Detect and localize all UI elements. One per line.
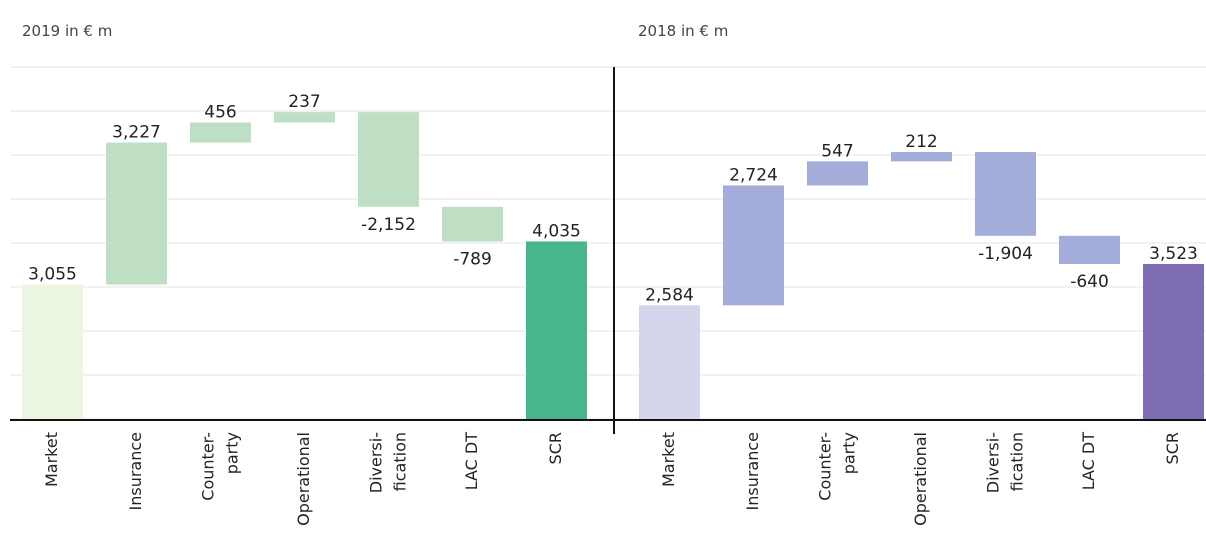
bar	[723, 185, 784, 306]
bar	[526, 241, 587, 419]
value-label: 2,584	[645, 285, 694, 305]
x-tick-label: Insurance	[126, 432, 145, 511]
bar	[358, 112, 419, 207]
bar	[1143, 263, 1204, 419]
bar	[22, 284, 83, 419]
x-tick-label: LAC DT	[1079, 432, 1098, 491]
x-tick-label: Diversi-fication	[366, 432, 409, 493]
bar	[442, 206, 503, 242]
value-label: 237	[288, 92, 320, 112]
value-label: 547	[821, 141, 853, 161]
value-label: 4,035	[532, 221, 581, 241]
bar	[891, 152, 952, 162]
value-label: 3,055	[28, 265, 77, 285]
x-tick-label: Counter-party	[198, 432, 241, 501]
x-tick-label: Operational	[911, 432, 930, 526]
x-tick-label: Diversi-fication	[983, 432, 1026, 493]
x-tick-label: LAC DT	[462, 432, 481, 491]
x-tick-label: SCR	[1163, 432, 1182, 464]
value-label: 2,724	[729, 165, 778, 185]
bar	[807, 161, 868, 186]
x-tick-label: SCR	[546, 432, 565, 464]
value-label: 3,227	[112, 123, 161, 143]
x-tick-label: Market	[659, 432, 678, 487]
value-label: 3,523	[1149, 244, 1198, 264]
value-label: -789	[453, 250, 492, 270]
value-label: -640	[1070, 272, 1109, 292]
bar	[639, 305, 700, 419]
bar	[190, 122, 251, 143]
chart-title: 2019 in € m	[22, 22, 112, 40]
value-label: -2,152	[361, 215, 416, 235]
bar	[975, 152, 1036, 236]
chart-title: 2018 in € m	[638, 22, 728, 40]
bar	[1059, 235, 1120, 264]
x-tick-label: Insurance	[743, 432, 762, 511]
value-label: 212	[905, 132, 937, 152]
bar	[274, 112, 335, 123]
x-tick-label: Market	[42, 432, 61, 487]
x-tick-label: Counter-party	[815, 432, 858, 501]
bar	[106, 142, 167, 285]
value-label: 456	[204, 103, 236, 123]
x-tick-label: Operational	[294, 432, 313, 526]
value-label: -1,904	[978, 244, 1033, 264]
